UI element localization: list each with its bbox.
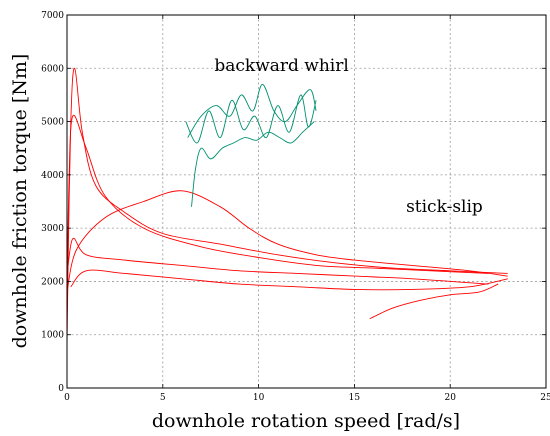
x-tick-label: 10 xyxy=(253,393,265,403)
y-tick-label: 4000 xyxy=(41,171,64,181)
annotation-label: stick-slip xyxy=(406,197,483,217)
series-trace-4 xyxy=(70,269,508,291)
y-tick-label: 7000 xyxy=(41,11,64,21)
series-trace-1 xyxy=(66,114,489,314)
x-tick-label: 5 xyxy=(160,393,166,403)
series-trace-7 xyxy=(191,121,315,207)
y-tick-label: 1000 xyxy=(41,331,64,341)
series-trace-2 xyxy=(66,190,508,293)
series-trace-6 xyxy=(185,94,317,144)
x-axis-label: downhole rotation speed [rad/s] xyxy=(152,410,460,432)
x-tick-label: 20 xyxy=(444,393,456,403)
y-tick-label: 2000 xyxy=(41,277,64,287)
series-trace-3 xyxy=(66,237,489,285)
annotation-label: backward whirl xyxy=(214,56,348,76)
axis-ticks: 0 5 10 15 20 25 0 1000 2000 3000 4000 5000 6000 7000 xyxy=(41,11,550,403)
y-tick-label: 0 xyxy=(58,384,64,394)
y-tick-label: 5000 xyxy=(41,118,64,128)
x-tick-label: 0 xyxy=(64,393,70,403)
series-trace-5 xyxy=(369,283,499,320)
plot-frame xyxy=(66,14,547,389)
y-axis-label: downhole friction torque [Nm] xyxy=(9,54,31,349)
annotations: backward whirl stick-slip xyxy=(214,56,483,217)
y-tick-label: 3000 xyxy=(41,224,64,234)
data-traces xyxy=(66,67,508,346)
x-tick-label: 15 xyxy=(349,393,361,403)
y-tick-label: 6000 xyxy=(41,64,64,74)
x-tick-label: 25 xyxy=(540,393,550,403)
series-trace-8 xyxy=(187,83,317,138)
